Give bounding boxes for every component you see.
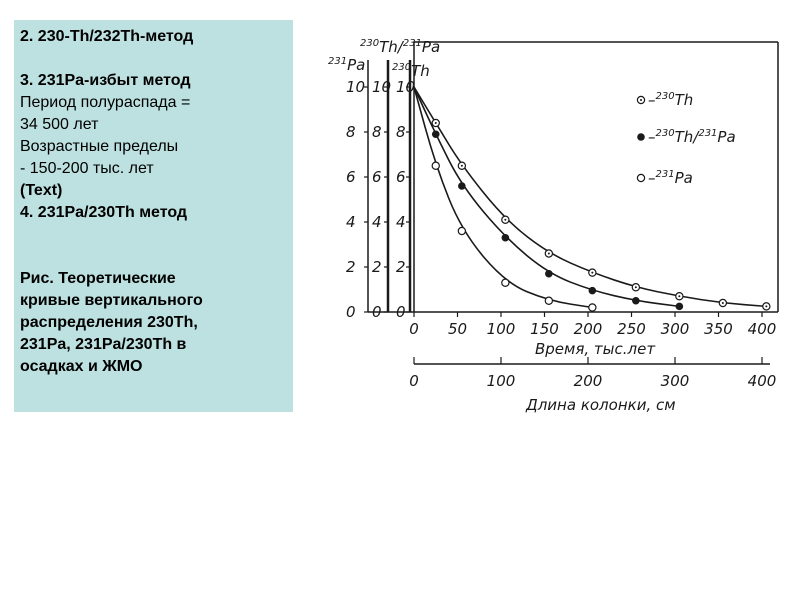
method-heading-4: 4. 231Pa/230Th метод	[20, 204, 188, 221]
y-tick-label-230th: 8	[396, 123, 406, 141]
x-tick-label: 300	[661, 320, 690, 338]
data-point-filled	[588, 286, 597, 295]
x2-tick-label: 300	[661, 372, 690, 390]
y-axis-label-ratio: 230Th/231Pa	[360, 38, 440, 56]
y-ticks: 0 0 02 2 24 4 46 6 68 8 810 10 10	[346, 78, 415, 321]
data-point-dot	[765, 305, 768, 308]
data-point-filled	[675, 302, 684, 311]
y-tick-label-ratio: 8	[372, 123, 382, 141]
half-life-label: Период полураспада =	[20, 94, 191, 111]
x-tick-label: 250	[617, 320, 646, 338]
x-tick-label: 0	[409, 320, 419, 338]
data-point-open	[501, 278, 510, 287]
legend-label-ratio: –230Th/231Pa	[648, 128, 736, 146]
decay-chart: 231Pa 230Th/231Pa 230Th 0 0 02 2 24 4 46 6 68 8 81…	[328, 38, 779, 414]
data-point-dot	[591, 271, 594, 274]
legend-label-230th: –230Th	[648, 91, 693, 109]
series-markers	[431, 118, 771, 312]
x-axis-label-length: Длина колонки, см	[525, 396, 676, 414]
x2-tick-label: 200	[574, 372, 603, 390]
y-tick-label-231pa: 2	[346, 258, 356, 276]
data-point-filled	[501, 233, 510, 242]
data-point-filled	[431, 130, 440, 139]
method-heading-2: 2. 230-Th/232Th-метод	[20, 28, 194, 45]
data-point-open	[544, 296, 554, 305]
legend-item-ratio: –230Th/231Pa	[637, 128, 736, 146]
y-tick-label-230th: 2	[396, 258, 406, 276]
y-tick-label-ratio: 0	[372, 303, 382, 321]
data-point-dot	[678, 295, 681, 298]
y-axis-label-230th: 230Th	[392, 62, 430, 80]
caption-line-5: осадках и ЖМО	[20, 358, 143, 375]
x-tick-label: 150	[530, 320, 559, 338]
data-point-dot	[547, 252, 550, 255]
y-tick-label-230th: 4	[396, 213, 406, 231]
y-tick-label-ratio: 2	[372, 258, 382, 276]
x-tick-label: 100	[487, 320, 516, 338]
legend: –230Th –230Th/231Pa –231Pa	[636, 91, 736, 187]
data-point-dot	[460, 164, 463, 167]
y-tick-label-231pa: 10	[346, 78, 365, 96]
y-tick-label-ratio: 6	[372, 168, 382, 186]
legend-marker-open	[636, 173, 646, 183]
curve-series-0	[413, 86, 767, 308]
caption-line-4: 231Pa, 231Pa/230Th в	[20, 336, 187, 353]
data-point-dot	[434, 122, 437, 124]
age-limits-label: Возрастные пределы	[20, 138, 179, 155]
y-axis-label-231pa: 231Pa	[328, 56, 365, 74]
legend-marker-filled	[637, 133, 645, 141]
x-tick-label: 350	[704, 320, 733, 338]
legend-item-230th: –230Th	[636, 91, 693, 109]
legend-item-231pa: –231Pa	[636, 169, 693, 187]
y-tick-label-ratio: 10	[372, 78, 391, 96]
y-tick-label-230th: 6	[396, 168, 406, 186]
data-point-open	[588, 303, 597, 312]
legend-label-231pa: –231Pa	[648, 169, 693, 187]
data-point-open	[457, 226, 467, 236]
caption-line-3: распределения 230Th,	[20, 314, 198, 331]
y-tick-label-230th: 10	[396, 78, 415, 96]
x2-tick-label: 0	[409, 372, 419, 390]
y-tick-label-231pa: 4	[346, 213, 356, 231]
text-panel: 2. 230-Th/232Th-метод 3. 231Pa-избыт мет…	[14, 20, 293, 412]
caption-line-2: кривые вертикального	[20, 292, 203, 309]
y-tick-label-231pa: 8	[346, 123, 356, 141]
data-point-filled	[545, 269, 553, 278]
x-tick-label: 200	[574, 320, 603, 338]
x-tick-label: 400	[748, 320, 777, 338]
data-point-dot	[634, 286, 637, 289]
data-point-filled	[458, 182, 466, 190]
legend-marker-dotted	[636, 95, 646, 105]
curve-series-1	[413, 86, 680, 308]
method-heading-3: 3. 231Pa-избыт метод	[20, 72, 191, 89]
y-tick-label-230th: 0	[396, 303, 406, 321]
curve-series-2	[413, 86, 593, 309]
data-point-dot	[504, 218, 507, 221]
age-limits-value: - 150-200 тыс. лет	[20, 160, 154, 177]
text-placeholder: (Text)	[20, 182, 63, 199]
y-tick-label-231pa: 6	[346, 168, 356, 186]
caption-line-1: Рис. Теоретические	[20, 270, 176, 287]
series-curves	[413, 86, 767, 309]
x2-tick-label: 400	[748, 372, 777, 390]
data-point-filled	[632, 296, 640, 305]
x-ticks: 0 50 100 150 200 250 300 350 400	[409, 312, 776, 338]
x2-tick-label: 100	[487, 372, 516, 390]
x2-ticks: 0 100 200 300 400	[409, 357, 776, 390]
y-tick-label-231pa: 0	[346, 303, 356, 321]
data-point-open	[431, 161, 440, 170]
x-tick-label: 50	[448, 320, 467, 338]
half-life-value: 34 500 лет	[20, 116, 99, 133]
y-tick-label-ratio: 4	[372, 213, 382, 231]
data-point-dot	[721, 302, 724, 304]
x-axis-label-time: Время, тыс.лет	[535, 340, 656, 358]
